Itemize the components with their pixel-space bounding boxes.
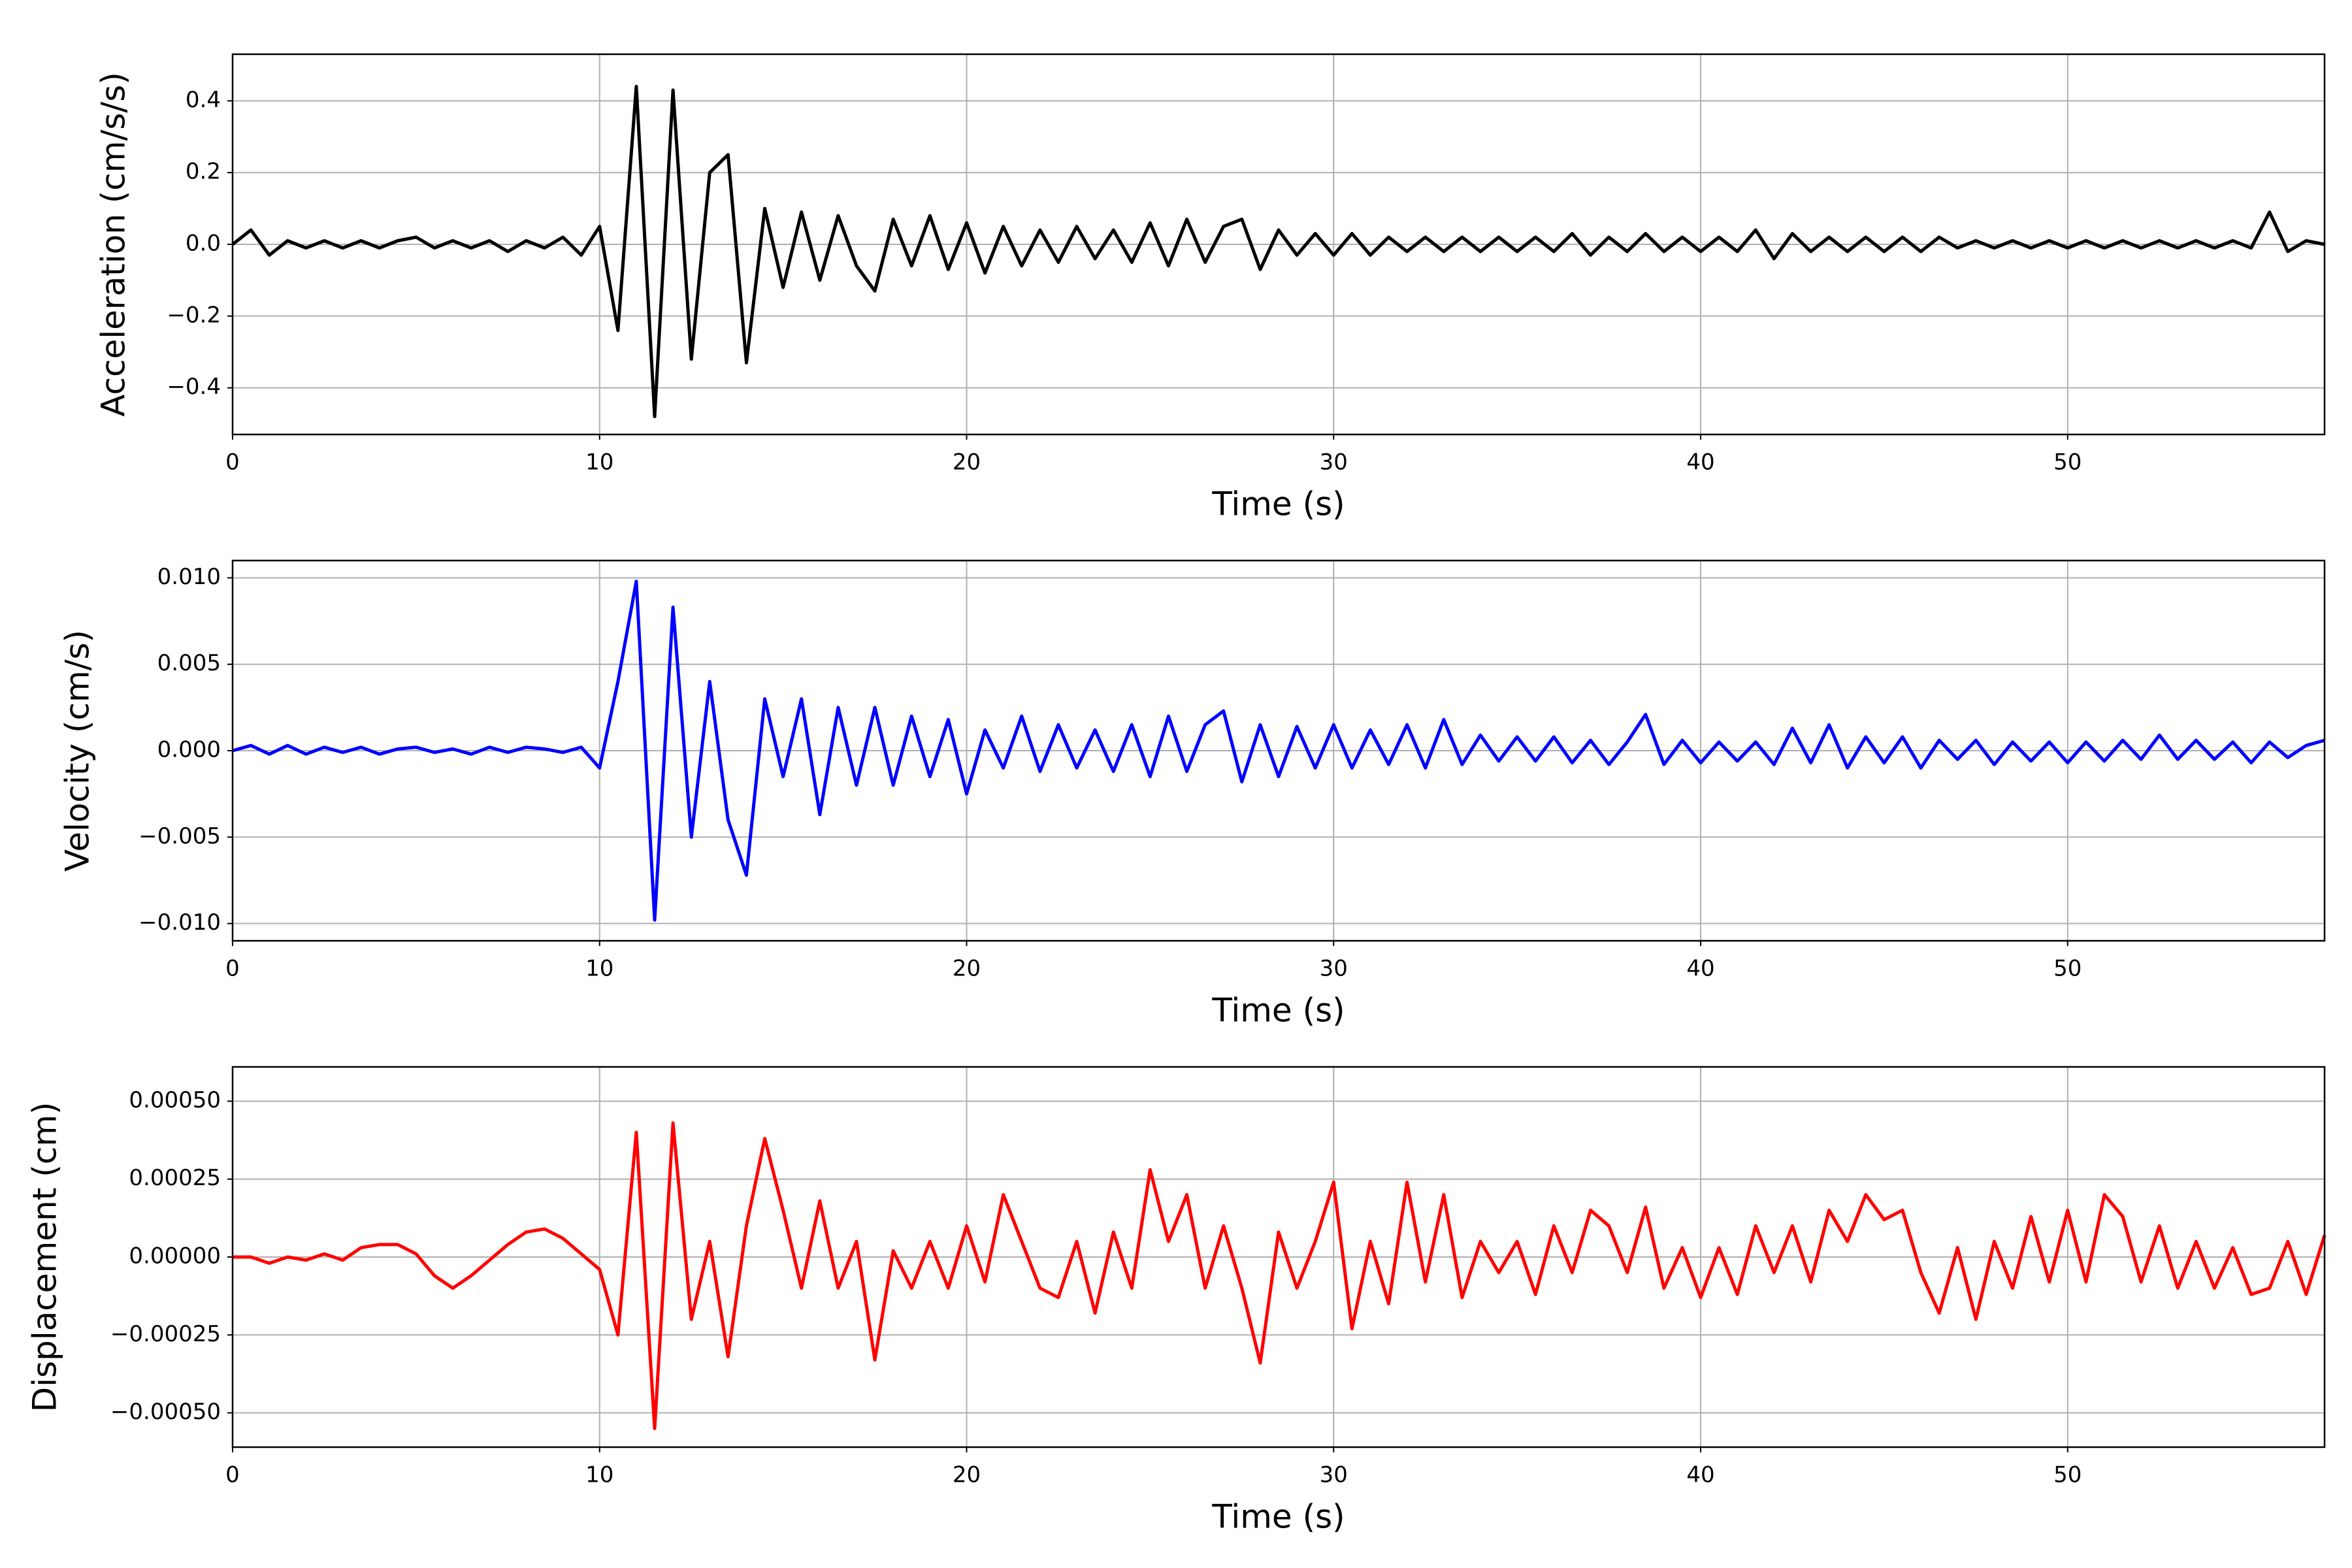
x-tick-label: 20	[953, 1462, 981, 1488]
data-line	[231, 84, 2325, 419]
y-axis-label: Displacement (cm)	[26, 1102, 64, 1413]
x-tick-label: 40	[1686, 956, 1714, 982]
x-tick-label: 0	[225, 1462, 240, 1488]
x-tick-label: 0	[225, 449, 240, 476]
y-tick-label: 0.005	[157, 650, 221, 676]
x-tick-label: 0	[225, 956, 240, 982]
y-tick-label: 0.010	[157, 564, 221, 590]
y-tick-label: −0.4	[167, 374, 221, 400]
y-axis-label: Velocity (cm/s)	[59, 630, 97, 872]
y-axis-label: Acceleration (cm/s/s)	[95, 72, 133, 417]
x-tick-label: 50	[2053, 956, 2082, 982]
y-tick-label: 0.00050	[129, 1087, 221, 1113]
x-tick-label: 20	[953, 449, 981, 476]
x-tick-label: 10	[585, 1462, 613, 1488]
x-axis-label: Time (s)	[1211, 992, 1345, 1030]
plot-frame	[231, 559, 2326, 942]
x-tick-label: 30	[1320, 956, 1348, 982]
y-tick-label: −0.010	[139, 909, 221, 936]
plot-frame	[231, 1066, 2326, 1448]
x-tick-label: 20	[953, 956, 981, 982]
x-tick-label: 40	[1686, 449, 1714, 476]
y-tick-label: 0.000	[157, 737, 221, 763]
x-tick-label: 30	[1320, 449, 1348, 476]
y-tick-label: −0.00025	[110, 1321, 221, 1347]
y-tick-label: −0.005	[139, 823, 221, 849]
data-line	[233, 1121, 2327, 1430]
x-axis-label: Time (s)	[1211, 485, 1345, 523]
x-tick-label: 30	[1320, 1462, 1348, 1488]
x-tick-label: 50	[2053, 449, 2082, 476]
y-tick-label: −0.2	[167, 302, 221, 328]
x-tick-label: 40	[1686, 1462, 1714, 1488]
x-tick-label: 50	[2053, 1462, 2082, 1488]
y-tick-label: 0.4	[186, 87, 221, 113]
y-tick-label: 0.0	[186, 231, 221, 257]
y-tick-label: −0.00050	[110, 1399, 221, 1425]
y-tick-label: 0.00025	[129, 1165, 221, 1191]
x-tick-label: 10	[585, 956, 613, 982]
plot-frame	[231, 53, 2326, 436]
x-axis-label: Time (s)	[1211, 1498, 1345, 1536]
y-tick-label: 0.2	[186, 159, 221, 185]
data-line	[232, 580, 2325, 922]
x-tick-label: 10	[585, 449, 613, 476]
y-tick-label: 0.00000	[129, 1243, 221, 1269]
